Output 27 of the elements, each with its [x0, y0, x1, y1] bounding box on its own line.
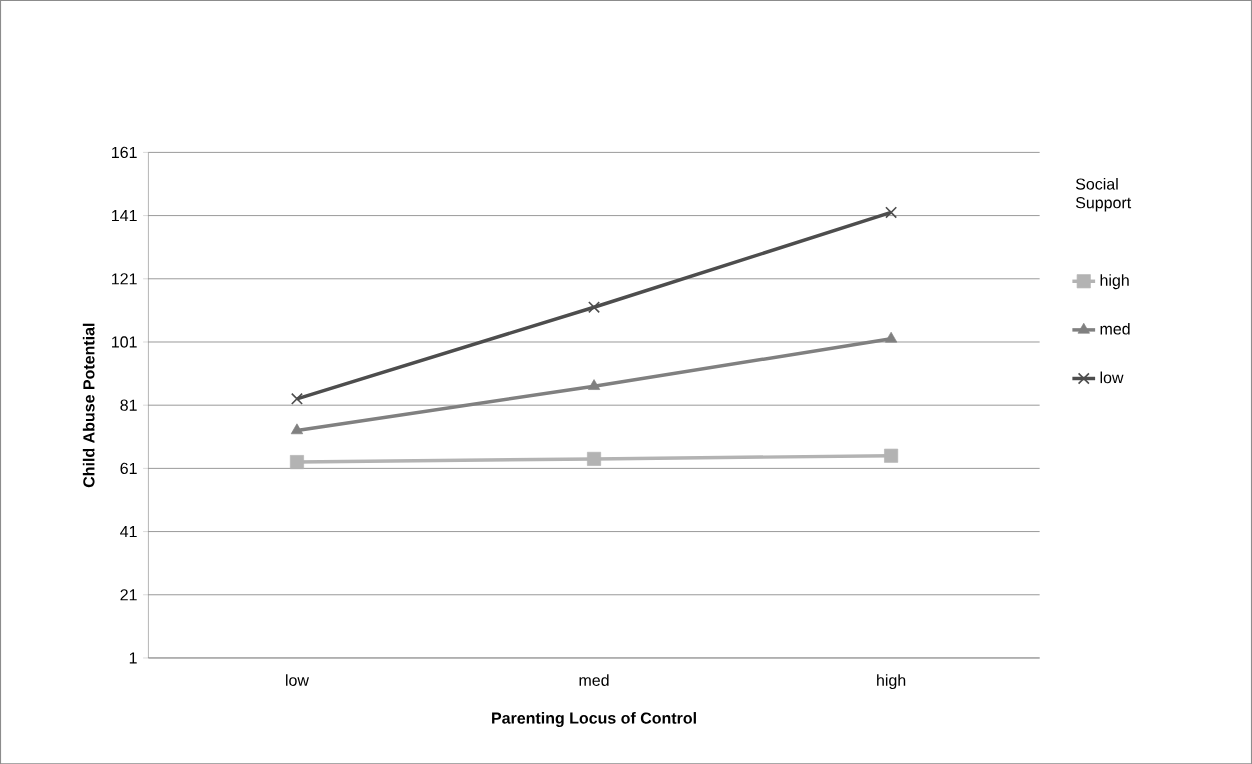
point	[588, 301, 601, 314]
point	[290, 423, 304, 434]
y-tick-label: 161	[112, 146, 137, 158]
x-tick-label: med	[579, 674, 609, 686]
y-tick-label: 101	[112, 336, 137, 348]
legend-label: med	[1100, 322, 1130, 335]
x-tick-label: low	[286, 674, 309, 686]
y-axis-title: Child Abuse Potential	[82, 323, 95, 487]
point	[885, 206, 898, 219]
point	[587, 451, 602, 466]
legend-label: high	[1100, 274, 1129, 289]
y-tick-label: 1	[129, 652, 137, 664]
y-tick-label: 61	[120, 462, 137, 474]
point	[290, 392, 303, 405]
y-tick-label: 141	[112, 209, 137, 221]
y-tick-label: 81	[120, 399, 137, 411]
y-tick-label: 41	[120, 525, 137, 537]
point	[885, 331, 898, 343]
point	[587, 379, 601, 390]
point	[884, 448, 899, 463]
y-tick-label: 21	[120, 588, 137, 601]
legend-title: Social Support	[1075, 177, 1132, 212]
y-tick-label: 121	[112, 273, 137, 285]
x-axis-title: Parenting Locus of Control	[492, 711, 696, 727]
point	[289, 454, 304, 469]
x-tick-label: high	[877, 674, 906, 689]
legend-label: low	[1100, 371, 1124, 384]
